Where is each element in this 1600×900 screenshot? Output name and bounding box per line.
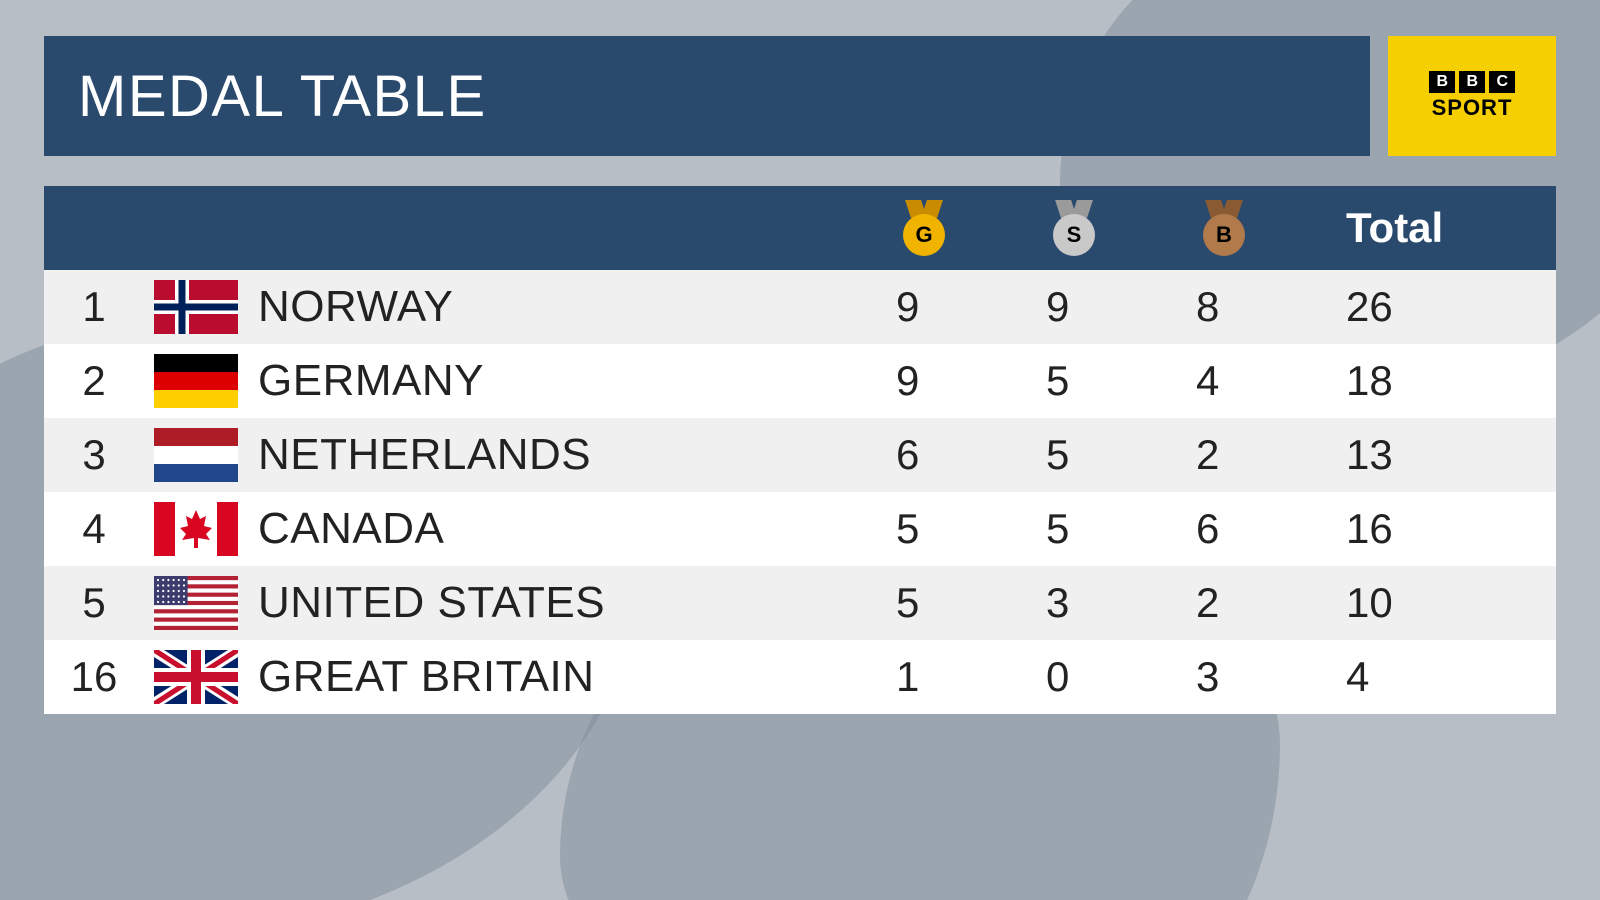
total-cell: 4	[1336, 640, 1556, 714]
bbc-logo-letter: B	[1429, 71, 1455, 93]
gold-cell: 6	[886, 418, 1036, 492]
flag-cell	[144, 418, 248, 492]
rank-cell: 16	[44, 640, 144, 714]
total-cell: 26	[1336, 270, 1556, 344]
rank-cell: 3	[44, 418, 144, 492]
sport-logo-text: SPORT	[1432, 95, 1513, 121]
gold-cell: 5	[886, 566, 1036, 640]
medal-table-wrap: G S B Total 1NORWAY998262GERMANY954183NE…	[44, 186, 1556, 714]
total-cell: 10	[1336, 566, 1556, 640]
gold-cell: 1	[886, 640, 1036, 714]
table-row: 5UNITED STATES53210	[44, 566, 1556, 640]
country-cell: GERMANY	[248, 344, 886, 418]
bronze-cell: 2	[1186, 566, 1336, 640]
gold-medal-icon: G	[896, 200, 952, 256]
silver-cell: 5	[1036, 344, 1186, 418]
bbc-sport-logo: B B C SPORT	[1388, 36, 1556, 156]
country-cell: CANADA	[248, 492, 886, 566]
rank-cell: 2	[44, 344, 144, 418]
col-bronze: B	[1186, 186, 1336, 270]
table-row: 3 NETHERLANDS65213	[44, 418, 1556, 492]
bbc-logo: B B C	[1429, 71, 1515, 93]
bronze-cell: 2	[1186, 418, 1336, 492]
page-title: MEDAL TABLE	[78, 63, 487, 130]
col-total: Total	[1336, 186, 1556, 270]
total-cell: 18	[1336, 344, 1556, 418]
bronze-cell: 8	[1186, 270, 1336, 344]
silver-cell: 9	[1036, 270, 1186, 344]
bbc-logo-letter: B	[1459, 71, 1485, 93]
bbc-logo-letter: C	[1489, 71, 1515, 93]
flag-cell	[144, 492, 248, 566]
table-row: 1NORWAY99826	[44, 270, 1556, 344]
total-cell: 13	[1336, 418, 1556, 492]
silver-cell: 5	[1036, 418, 1186, 492]
table-header-row: G S B Total	[44, 186, 1556, 270]
gold-cell: 5	[886, 492, 1036, 566]
country-cell: UNITED STATES	[248, 566, 886, 640]
table-row: 2 GERMANY95418	[44, 344, 1556, 418]
col-silver: S	[1036, 186, 1186, 270]
title-bar: MEDAL TABLE B B C SPORT	[44, 36, 1556, 156]
silver-cell: 3	[1036, 566, 1186, 640]
rank-cell: 5	[44, 566, 144, 640]
total-header-label: Total	[1346, 204, 1443, 251]
rank-cell: 1	[44, 270, 144, 344]
flag-cell	[144, 344, 248, 418]
gold-cell: 9	[886, 270, 1036, 344]
col-country	[248, 186, 886, 270]
total-cell: 16	[1336, 492, 1556, 566]
table-row: 4CANADA55616	[44, 492, 1556, 566]
bronze-cell: 6	[1186, 492, 1336, 566]
bronze-cell: 4	[1186, 344, 1336, 418]
silver-medal-icon: S	[1046, 200, 1102, 256]
col-gold: G	[886, 186, 1036, 270]
flag-cell	[144, 640, 248, 714]
col-flag	[144, 186, 248, 270]
col-rank	[44, 186, 144, 270]
gold-cell: 9	[886, 344, 1036, 418]
bronze-medal-icon: B	[1196, 200, 1252, 256]
page-title-block: MEDAL TABLE	[44, 36, 1370, 156]
country-cell: GREAT BRITAIN	[248, 640, 886, 714]
country-cell: NORWAY	[248, 270, 886, 344]
silver-cell: 5	[1036, 492, 1186, 566]
rank-cell: 4	[44, 492, 144, 566]
table-row: 16 GREAT BRITAIN1034	[44, 640, 1556, 714]
bronze-cell: 3	[1186, 640, 1336, 714]
flag-cell	[144, 566, 248, 640]
flag-cell	[144, 270, 248, 344]
country-cell: NETHERLANDS	[248, 418, 886, 492]
medal-table: G S B Total 1NORWAY998262GERMANY954183NE…	[44, 186, 1556, 714]
silver-cell: 0	[1036, 640, 1186, 714]
